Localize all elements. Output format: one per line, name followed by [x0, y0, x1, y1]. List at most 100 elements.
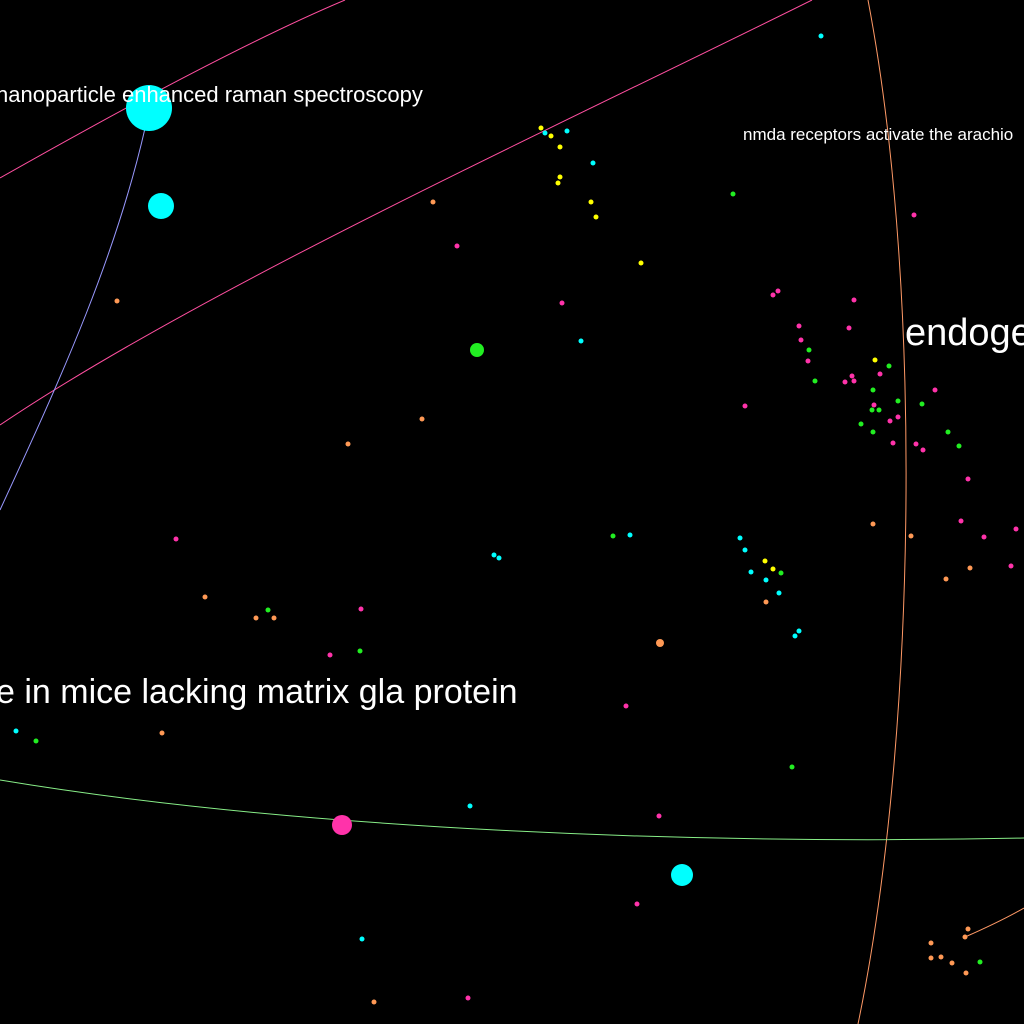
- graph-node[interactable]: [357, 648, 363, 654]
- graph-node[interactable]: [858, 421, 864, 427]
- graph-node[interactable]: [958, 518, 964, 524]
- graph-node[interactable]: [737, 535, 743, 541]
- graph-node[interactable]: [908, 533, 914, 539]
- graph-node[interactable]: [977, 959, 983, 965]
- graph-node[interactable]: [345, 441, 351, 447]
- graph-node[interactable]: [555, 180, 561, 186]
- graph-node[interactable]: [634, 901, 640, 907]
- graph-node[interactable]: [371, 999, 377, 1005]
- graph-node[interactable]: [956, 443, 962, 449]
- graph-node[interactable]: [932, 387, 938, 393]
- graph-node[interactable]: [981, 534, 987, 540]
- graph-node[interactable]: [465, 995, 471, 1001]
- graph-node[interactable]: [919, 401, 925, 407]
- graph-node[interactable]: [920, 447, 926, 453]
- graph-node[interactable]: [33, 738, 39, 744]
- graph-node[interactable]: [938, 954, 944, 960]
- graph-node[interactable]: [730, 191, 736, 197]
- graph-node[interactable]: [967, 565, 973, 571]
- graph-node[interactable]: [542, 130, 548, 136]
- graph-node[interactable]: [623, 703, 629, 709]
- graph-node[interactable]: [949, 960, 955, 966]
- graph-node[interactable]: [656, 639, 664, 647]
- graph-node[interactable]: [1008, 563, 1014, 569]
- graph-node[interactable]: [538, 125, 544, 131]
- graph-node[interactable]: [943, 576, 949, 582]
- graph-node[interactable]: [870, 521, 876, 527]
- graph-node[interactable]: [332, 815, 352, 835]
- graph-node[interactable]: [470, 343, 484, 357]
- graph-node[interactable]: [496, 555, 502, 561]
- graph-node[interactable]: [742, 403, 748, 409]
- graph-node[interactable]: [792, 633, 798, 639]
- graph-node[interactable]: [877, 371, 883, 377]
- graph-node[interactable]: [557, 174, 563, 180]
- graph-node[interactable]: [871, 402, 877, 408]
- graph-node[interactable]: [789, 764, 795, 770]
- graph-node[interactable]: [886, 363, 892, 369]
- graph-node[interactable]: [593, 214, 599, 220]
- graph-node[interactable]: [627, 532, 633, 538]
- graph-node[interactable]: [742, 547, 748, 553]
- graph-node[interactable]: [1013, 526, 1019, 532]
- graph-node[interactable]: [846, 325, 852, 331]
- graph-node[interactable]: [762, 558, 768, 564]
- graph-node[interactable]: [962, 934, 968, 940]
- graph-node[interactable]: [851, 378, 857, 384]
- graph-node[interactable]: [963, 970, 969, 976]
- graph-node[interactable]: [770, 566, 776, 572]
- graph-node[interactable]: [559, 300, 565, 306]
- graph-node[interactable]: [656, 813, 662, 819]
- graph-node[interactable]: [610, 533, 616, 539]
- graph-node[interactable]: [775, 288, 781, 294]
- graph-node[interactable]: [796, 628, 802, 634]
- graph-node[interactable]: [578, 338, 584, 344]
- graph-node[interactable]: [126, 85, 172, 131]
- graph-node[interactable]: [638, 260, 644, 266]
- graph-node[interactable]: [806, 347, 812, 353]
- graph-node[interactable]: [928, 940, 934, 946]
- graph-node[interactable]: [271, 615, 277, 621]
- graph-node[interactable]: [876, 407, 882, 413]
- graph-node[interactable]: [430, 199, 436, 205]
- graph-node[interactable]: [870, 429, 876, 435]
- graph-node[interactable]: [770, 292, 776, 298]
- graph-node[interactable]: [798, 337, 804, 343]
- graph-node[interactable]: [818, 33, 824, 39]
- graph-node[interactable]: [253, 615, 259, 621]
- graph-node[interactable]: [890, 440, 896, 446]
- graph-node[interactable]: [763, 577, 769, 583]
- graph-node[interactable]: [548, 133, 554, 139]
- graph-node[interactable]: [928, 955, 934, 961]
- graph-node[interactable]: [911, 212, 917, 218]
- graph-node[interactable]: [173, 536, 179, 542]
- graph-node[interactable]: [778, 570, 784, 576]
- graph-node[interactable]: [776, 590, 782, 596]
- graph-node[interactable]: [913, 441, 919, 447]
- graph-node[interactable]: [965, 476, 971, 482]
- graph-node[interactable]: [763, 599, 769, 605]
- graph-node[interactable]: [564, 128, 570, 134]
- graph-node[interactable]: [202, 594, 208, 600]
- graph-node[interactable]: [148, 193, 174, 219]
- graph-node[interactable]: [872, 357, 878, 363]
- graph-node[interactable]: [851, 297, 857, 303]
- graph-node[interactable]: [327, 652, 333, 658]
- graph-node[interactable]: [454, 243, 460, 249]
- graph-node[interactable]: [265, 607, 271, 613]
- graph-node[interactable]: [895, 414, 901, 420]
- graph-node[interactable]: [358, 606, 364, 612]
- graph-node[interactable]: [965, 926, 971, 932]
- graph-node[interactable]: [812, 378, 818, 384]
- graph-node[interactable]: [796, 323, 802, 329]
- graph-node[interactable]: [805, 358, 811, 364]
- graph-node[interactable]: [895, 398, 901, 404]
- graph-node[interactable]: [842, 379, 848, 385]
- graph-node[interactable]: [13, 728, 19, 734]
- graph-node[interactable]: [588, 199, 594, 205]
- graph-node[interactable]: [159, 730, 165, 736]
- graph-node[interactable]: [945, 429, 951, 435]
- graph-node[interactable]: [359, 936, 365, 942]
- graph-node[interactable]: [748, 569, 754, 575]
